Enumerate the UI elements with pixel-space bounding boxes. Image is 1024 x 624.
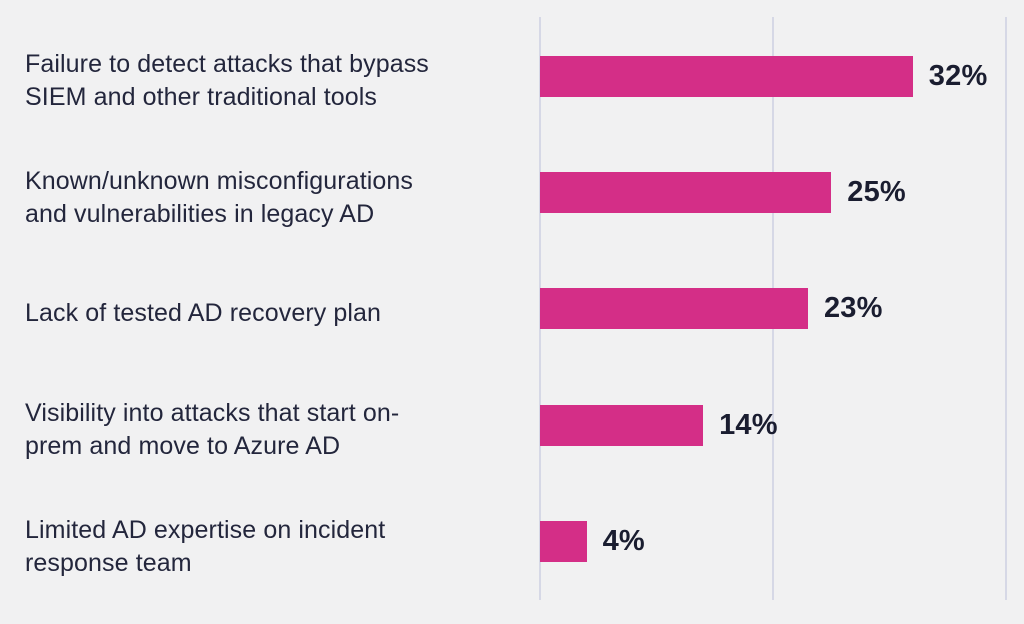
bar — [540, 288, 808, 330]
plot-area: 14% — [540, 367, 1024, 483]
chart-row: Limited AD expertise on incident response… — [0, 484, 1024, 600]
category-label-line: prem and move to Azure AD — [25, 432, 341, 461]
value-label: 4% — [602, 525, 645, 558]
category-label-line: Known/unknown misconfigurations — [25, 166, 414, 195]
category-label: Visibility into attacks that start on-pr… — [0, 367, 540, 483]
category-label-line: and vulnerabilities in legacy AD — [25, 199, 375, 228]
plot-area: 32% — [540, 18, 1024, 134]
plot-area: 4% — [540, 484, 1024, 600]
category-label-line: response team — [25, 548, 192, 577]
value-label: 23% — [823, 292, 883, 325]
plot-area: 25% — [540, 134, 1024, 250]
value-label: 32% — [928, 59, 988, 92]
chart-row: Visibility into attacks that start on-pr… — [0, 367, 1024, 483]
category-label-line: Visibility into attacks that start on- — [25, 399, 400, 428]
value-label: 14% — [719, 408, 778, 441]
chart-rows: Failure to detect attacks that bypass SIE… — [0, 18, 1024, 600]
chart-row: Lack of tested AD recovery plan 23% — [0, 251, 1024, 367]
value-label: 25% — [847, 176, 906, 209]
bar — [540, 172, 832, 214]
category-label: Limited AD expertise on incident response… — [0, 484, 540, 600]
category-label-line: SIEM and other traditional tools — [25, 83, 378, 112]
bar — [540, 404, 704, 446]
plot-area: 23% — [540, 251, 1024, 367]
category-label: Lack of tested AD recovery plan — [0, 251, 540, 367]
chart-row: Failure to detect attacks that bypass SIE… — [0, 18, 1024, 134]
category-label: Failure to detect attacks that bypass SIE… — [0, 18, 540, 134]
category-label-line: Failure to detect attacks that bypass — [25, 50, 429, 79]
category-label: Known/unknown misconfigurations and vulne… — [0, 134, 540, 250]
bar — [540, 521, 587, 563]
category-label-line: Limited AD expertise on incident — [25, 515, 386, 544]
category-label-line: Lack of tested AD recovery plan — [25, 299, 382, 328]
chart-row: Known/unknown misconfigurations and vulne… — [0, 134, 1024, 250]
bar — [540, 55, 913, 97]
